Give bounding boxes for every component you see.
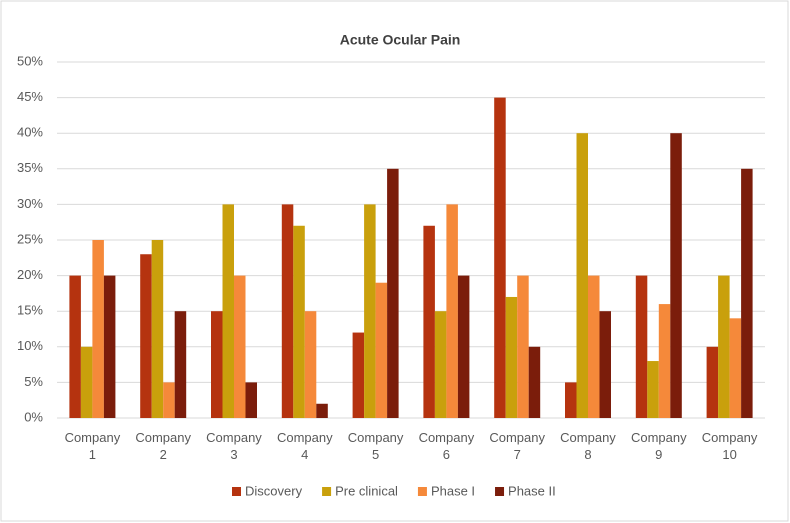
bar xyxy=(234,275,246,418)
bar xyxy=(494,97,506,418)
bar xyxy=(281,204,294,418)
y-tick-label: 40% xyxy=(17,125,43,140)
bar xyxy=(505,296,518,418)
x-tick-label: Company 10 xyxy=(701,430,758,462)
chart-title: Acute Ocular Pain xyxy=(340,32,461,48)
bar xyxy=(304,311,317,418)
bar xyxy=(375,282,388,418)
bar xyxy=(434,311,447,418)
bar xyxy=(528,346,541,418)
x-tick-label: Company 9 xyxy=(630,430,687,462)
y-tick-label: 0% xyxy=(24,409,43,424)
y-tick-label: 10% xyxy=(17,338,43,353)
x-tick-label: Company 7 xyxy=(489,430,545,462)
legend-label: Phase II xyxy=(508,483,556,498)
bar xyxy=(316,403,328,418)
x-tick-label: Company 6 xyxy=(418,430,475,462)
bar xyxy=(80,346,93,418)
y-tick-label: 5% xyxy=(24,374,43,389)
y-tick-label: 20% xyxy=(17,267,43,282)
bar xyxy=(741,168,753,418)
bar xyxy=(352,332,365,418)
x-tick-label: Company 8 xyxy=(560,430,616,462)
legend-swatch xyxy=(495,487,505,496)
bar xyxy=(670,133,682,418)
x-tick-label: Company 2 xyxy=(135,430,191,462)
bar xyxy=(364,204,376,418)
bar xyxy=(69,275,81,418)
bar xyxy=(293,225,305,418)
y-tick-label: 15% xyxy=(17,303,43,318)
bar xyxy=(517,275,529,418)
x-tick-label: Company 1 xyxy=(64,430,121,462)
legend-swatch xyxy=(232,487,241,496)
bar xyxy=(729,318,742,418)
x-tick-label: Company 3 xyxy=(206,430,262,462)
bar xyxy=(718,275,730,418)
bar xyxy=(599,311,611,418)
bar xyxy=(576,133,588,418)
legend-swatch xyxy=(417,487,427,496)
y-tick-label: 35% xyxy=(17,160,43,175)
bar xyxy=(457,275,470,418)
y-tick-label: 50% xyxy=(17,53,43,68)
legend-label: Phase I xyxy=(431,483,475,498)
legend-label: Discovery xyxy=(245,483,303,498)
bar xyxy=(140,254,152,418)
bar xyxy=(658,304,671,418)
legend-swatch xyxy=(322,487,332,496)
bar xyxy=(222,204,234,418)
bar xyxy=(151,240,164,418)
legend-label: Pre clinical xyxy=(335,483,398,498)
bar xyxy=(103,275,116,418)
y-tick-label: 45% xyxy=(17,89,43,104)
bar xyxy=(647,361,659,418)
bar xyxy=(245,382,257,418)
bar xyxy=(706,346,719,418)
y-tick-label: 30% xyxy=(17,196,43,211)
x-tick-label: Company 5 xyxy=(347,430,404,462)
bar xyxy=(635,275,648,418)
bar xyxy=(211,311,223,418)
bar xyxy=(387,168,399,418)
bar xyxy=(423,225,435,418)
bar xyxy=(174,311,187,418)
x-tick-label: Company 4 xyxy=(276,430,333,462)
bar xyxy=(588,275,600,418)
y-tick-label: 25% xyxy=(17,231,43,246)
bar xyxy=(163,382,175,418)
bar xyxy=(446,204,458,418)
bar xyxy=(565,382,577,418)
bar xyxy=(92,240,104,418)
